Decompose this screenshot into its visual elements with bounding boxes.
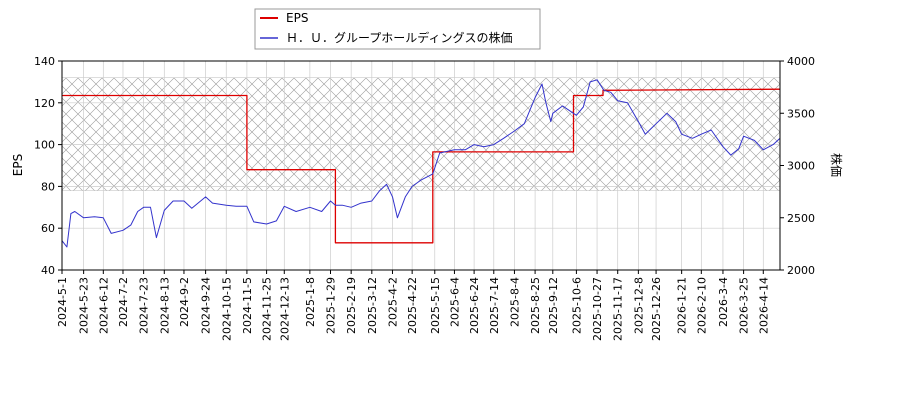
y1-tick-label: 60 bbox=[41, 222, 55, 235]
series-layer bbox=[62, 79, 780, 248]
y1-tick-label: 140 bbox=[34, 55, 55, 68]
y1-axis-label: EPS bbox=[11, 154, 25, 176]
x-tick-label: 2025-10-6 bbox=[570, 277, 583, 334]
x-tick-label: 2025-12-8 bbox=[632, 277, 645, 334]
x-tick-label: 2025-4-2 bbox=[386, 277, 399, 327]
x-tick-label: 2025-3-12 bbox=[366, 277, 379, 334]
x-tick-label: 2024-12-13 bbox=[278, 277, 291, 341]
x-tick-label: 2024-11-25 bbox=[261, 277, 274, 341]
x-tick-label: 2025-10-27 bbox=[591, 277, 604, 341]
x-tick-label: 2024-6-12 bbox=[97, 277, 110, 334]
x-tick-label: 2024-5-23 bbox=[78, 277, 91, 334]
y1-axis: 40 60 80 100 120 140 bbox=[34, 55, 62, 277]
legend-box bbox=[254, 8, 541, 50]
x-tick-label: 2026-3-4 bbox=[717, 277, 730, 327]
x-tick-label: 2025-5-15 bbox=[429, 277, 442, 334]
x-tick-label: 2024-10-15 bbox=[220, 277, 233, 341]
x-tick-label: 2026-1-21 bbox=[676, 277, 689, 334]
x-tick-label: 2025-8-25 bbox=[529, 277, 542, 334]
x-tick-label: 2025-1-8 bbox=[304, 277, 317, 327]
x-tick-label: 2026-2-10 bbox=[695, 277, 708, 334]
x-tick-label: 2024-9-24 bbox=[200, 277, 213, 334]
y2-tick-label: 2000 bbox=[787, 264, 815, 277]
x-tick-label: 2025-2-19 bbox=[345, 277, 358, 334]
series-line-stock-price bbox=[62, 79, 780, 248]
x-tick-label: 2025-7-14 bbox=[488, 277, 501, 334]
y2-tick-label: 4000 bbox=[787, 55, 815, 68]
x-tick-label: 2024-5-1 bbox=[56, 277, 69, 327]
x-tick-label: 2024-7-2 bbox=[117, 277, 130, 327]
y1-tick-label: 80 bbox=[41, 180, 55, 193]
x-tick-label: 2025-6-4 bbox=[448, 277, 461, 327]
legend-label-eps: EPS bbox=[286, 11, 308, 25]
x-axis: 2024-5-1 2024-5-23 2024-6-12 2024-7-2 2024-7… bbox=[56, 270, 770, 341]
x-tick-label: 2025-4-22 bbox=[406, 277, 419, 334]
y1-tick-label: 40 bbox=[41, 264, 55, 277]
series-line-eps bbox=[62, 88, 780, 244]
x-tick-label: 2024-9-2 bbox=[178, 277, 191, 327]
y1-tick-label: 100 bbox=[34, 139, 55, 152]
legend-label-stock-price: Ｈ．Ｕ．グループホールディングスの株価 bbox=[286, 30, 512, 45]
x-tick-label: 2024-11-5 bbox=[241, 277, 254, 334]
x-tick-label: 2025-12-26 bbox=[650, 277, 663, 341]
eps-range-band bbox=[61, 77, 781, 191]
x-tick-label: 2025-8-4 bbox=[508, 277, 521, 327]
x-tick-label: 2025-6-24 bbox=[468, 277, 481, 334]
y2-axis-label: 株価 bbox=[829, 153, 844, 177]
x-tick-label: 2024-8-13 bbox=[158, 277, 171, 334]
y1-tick-label: 120 bbox=[34, 97, 55, 110]
y2-tick-label: 2500 bbox=[787, 212, 815, 225]
y2-axis: 2000 2500 3000 3500 4000 bbox=[780, 55, 815, 277]
y2-tick-label: 3500 bbox=[787, 107, 815, 120]
x-tick-label: 2025-9-12 bbox=[547, 277, 560, 334]
x-tick-label: 2024-7-23 bbox=[138, 277, 151, 334]
x-tick-label: 2025-11-17 bbox=[612, 277, 625, 341]
y2-tick-label: 3000 bbox=[787, 160, 815, 173]
x-tick-label: 2025-1-29 bbox=[325, 277, 338, 334]
x-tick-label: 2026-3-25 bbox=[738, 277, 751, 334]
legend: EPS Ｈ．Ｕ．グループホールディングスの株価 bbox=[254, 8, 541, 50]
x-tick-label: 2026-4-14 bbox=[757, 277, 770, 334]
